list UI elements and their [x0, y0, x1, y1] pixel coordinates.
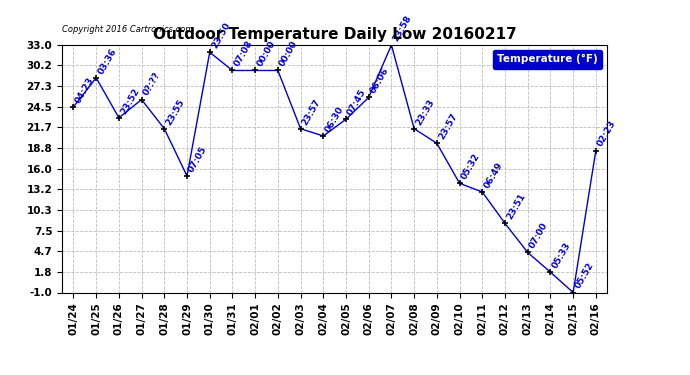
Text: 23:55: 23:55: [164, 97, 186, 126]
Text: Copyright 2016 Cartronics.com: Copyright 2016 Cartronics.com: [62, 25, 193, 34]
Text: 06:49: 06:49: [482, 160, 504, 190]
Text: 06:06: 06:06: [368, 66, 391, 95]
Text: 07:00: 07:00: [528, 221, 550, 250]
Text: 00:00: 00:00: [278, 39, 299, 68]
Text: 23:50: 23:50: [210, 21, 232, 50]
Title: Outdoor Temperature Daily Low 20160217: Outdoor Temperature Daily Low 20160217: [152, 27, 517, 42]
Text: 06:30: 06:30: [324, 105, 345, 134]
Text: 23:57: 23:57: [301, 97, 323, 126]
Text: 23:51: 23:51: [505, 192, 527, 221]
Text: 02:23: 02:23: [596, 119, 618, 148]
Text: 23:52: 23:52: [119, 86, 141, 116]
Text: 03:36: 03:36: [96, 46, 118, 76]
Text: 23:33: 23:33: [414, 97, 436, 126]
Text: 07:45: 07:45: [346, 88, 368, 117]
Text: 0?:??: 0?:??: [141, 71, 162, 98]
Text: 07:05: 07:05: [187, 145, 209, 174]
Text: 23:57: 23:57: [437, 112, 459, 141]
Legend: Temperature (°F): Temperature (°F): [493, 50, 602, 69]
Text: 05:52: 05:52: [573, 261, 595, 290]
Text: 07:08: 07:08: [233, 39, 255, 68]
Text: 04:23: 04:23: [73, 75, 95, 105]
Text: 23:58: 23:58: [391, 13, 413, 43]
Text: 00:00: 00:00: [255, 39, 277, 68]
Text: 05:33: 05:33: [551, 241, 573, 270]
Text: 05:32: 05:32: [460, 152, 482, 181]
